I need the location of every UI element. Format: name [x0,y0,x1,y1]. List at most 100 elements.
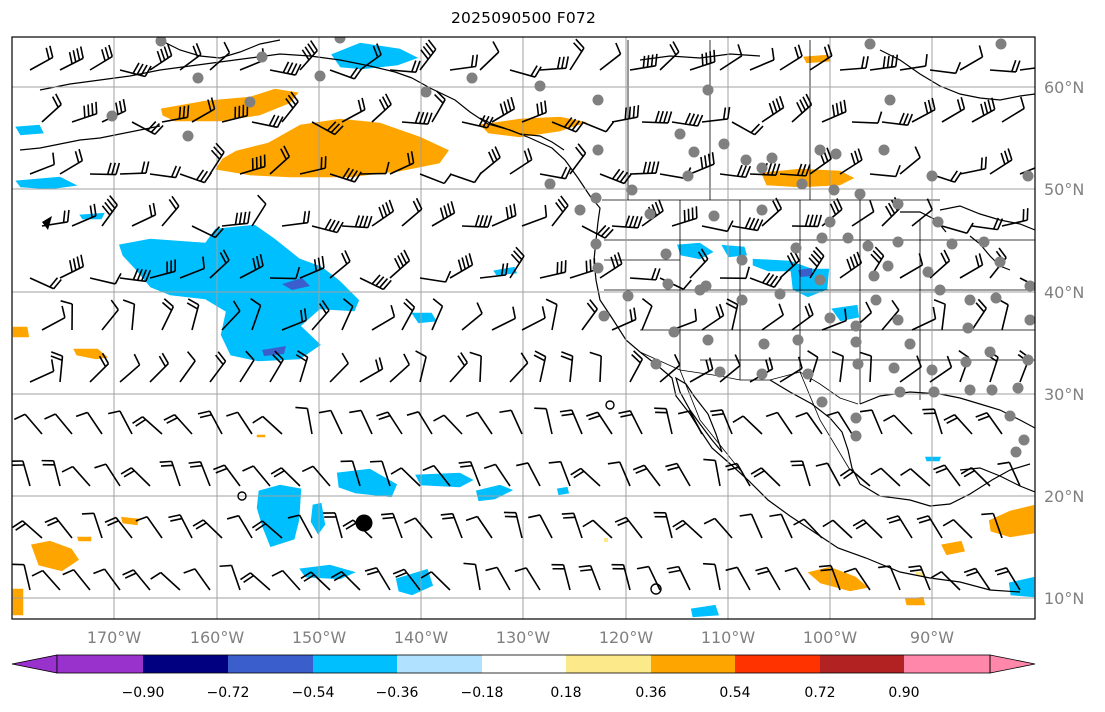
wind-barb-flag [219,252,227,264]
wind-barb [545,298,558,331]
wind-barb-shaft [93,513,103,539]
wind-barb [886,515,913,539]
wind-barb-shaft [191,108,215,123]
wind-barb-flag [975,412,988,418]
wind-barb [851,200,875,227]
wind-barb-shaft [105,463,121,487]
wind-barb-flag [882,56,886,69]
wind-barb-flag [940,252,948,264]
wind-barb [869,246,885,279]
wind-barb-shaft [714,564,721,591]
wind-barb-flag [12,520,23,529]
wind-barb-flag [651,161,656,174]
wind-barb-shaft [389,363,410,383]
wind-barb-flag [190,464,203,468]
wind-barb [677,410,703,435]
wind-barb [197,410,223,435]
wind-barb-flag [62,569,75,576]
wind-barb-flag [45,47,50,60]
arctic-coast [639,53,761,61]
wind-barb-flag [122,98,127,112]
wind-barb-flag [98,355,107,368]
wind-barb-flag [407,152,411,165]
wind-barb-flag [140,64,148,76]
station-dot [740,154,752,166]
wind-barb-flag [474,214,480,227]
wind-barb-flag [135,515,148,522]
wind-barb-flag [757,570,770,575]
wind-barb [419,39,437,71]
station-dot [986,384,998,396]
wind-barb-shaft [371,103,392,123]
wind-barb-flag [510,253,521,264]
wind-barb-shaft [641,121,669,124]
station-dot [842,232,854,244]
wind-barb-flag [672,519,684,528]
wind-barb [89,162,121,176]
wind-barb-flag [274,350,284,361]
wind-barb-shaft [851,211,875,227]
wind-barb [431,90,446,123]
wind-barb-shaft [202,519,223,539]
wind-barb-flag [575,38,585,49]
deep-negative-spot-2 [262,346,286,356]
station-dot [702,334,714,346]
wind-barb [821,308,848,331]
wind-barb-flag [819,564,832,568]
wind-barb-flag [860,56,865,69]
wind-barb [31,569,61,591]
wind-barb-shaft [580,467,601,487]
wind-barb-flag [711,152,715,165]
wind-barb-flag [600,226,611,237]
wind-barb [703,517,733,539]
wind-barb-flag [597,224,607,235]
wind-barb [269,350,284,383]
wind-barb-flag [381,96,389,108]
wind-barb-flag [457,259,463,272]
wind-barb-flag [136,268,143,281]
wind-barb-flag [932,306,937,319]
wind-barb-shaft [509,69,536,78]
station-dot [155,37,167,47]
wind-barb [94,463,121,487]
wind-barb-flag [186,105,190,118]
wind-barb [725,462,751,487]
wind-barb-shaft [881,121,908,127]
wind-barb-shaft [719,173,746,179]
wind-barb [449,54,479,71]
wind-barb [815,462,841,487]
wind-barb-flag [512,306,517,319]
wind-barb-flag [268,114,276,126]
wind-barb [209,142,225,175]
wind-barb-flag [375,359,380,372]
wind-barb-flag [618,409,631,415]
wind-barb [869,54,899,71]
wind-barb [784,567,811,591]
station-dot [990,292,1002,304]
wind-barb-flag [476,302,483,314]
wind-barb-flag [916,515,929,521]
wind-barb [533,350,547,383]
wind-barb-shaft [209,259,230,279]
wind-barb-flag [557,198,567,210]
wind-barb [449,352,468,383]
wind-barb-flag [195,522,207,530]
wind-barb-flag [195,43,202,55]
wind-barb-flag [376,43,382,56]
wind-barb-shaft [959,167,986,175]
wind-barb-flag [68,51,73,65]
wind-barb-flag [425,42,434,54]
wind-barb-flag [321,299,330,311]
wind-barb-shaft [986,412,1003,435]
station-dot [852,358,864,370]
wind-barb [869,164,901,178]
wind-barb-shaft [417,411,433,435]
wind-barb-shaft [160,571,181,591]
wind-barb-flag [575,121,584,133]
wind-barb [701,106,731,123]
wind-barb-flag [635,467,648,474]
wind-barb-flag [808,257,818,268]
wind-barb-shaft [89,363,110,383]
wind-barb-shaft [479,355,482,383]
wind-barb [122,299,136,331]
